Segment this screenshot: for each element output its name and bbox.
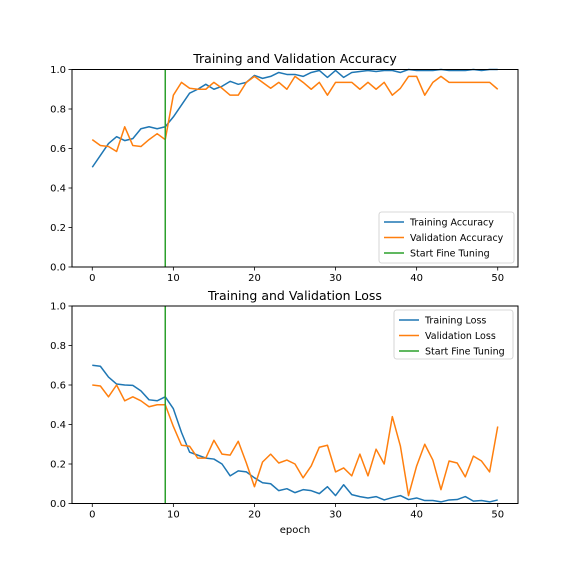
y-tick-label: 0.4 xyxy=(50,420,66,431)
x-tick-label: 50 xyxy=(491,510,504,521)
x-tick-label: 30 xyxy=(329,273,342,284)
series-line-validation-loss xyxy=(92,384,499,497)
x-tick-label: 20 xyxy=(248,510,261,521)
legend: Training Accuracy Validation Accuracy Star… xyxy=(378,211,515,264)
x-tick-label: 0 xyxy=(89,510,95,521)
x-tick-label: 30 xyxy=(329,510,342,521)
series-line-validation-accuracy xyxy=(91,75,499,153)
legend-label-validation-accuracy: Validation Accuracy xyxy=(410,233,504,244)
y-tick-label: 1.0 xyxy=(50,302,66,313)
legend-label-start-fine-tuning: Start Fine Tuning xyxy=(425,347,505,358)
legend-box xyxy=(393,309,514,360)
y-tick-label: 1.0 xyxy=(50,65,66,76)
y-tick-label: 0.2 xyxy=(50,460,66,471)
legend-label-validation-loss: Validation Loss xyxy=(425,331,496,342)
series-line-training-loss xyxy=(92,364,498,503)
x-tick-label: 40 xyxy=(410,510,423,521)
y-tick-label: 0.6 xyxy=(50,144,66,155)
chart-title: Training and Validation Loss xyxy=(207,288,382,303)
series-line-training-accuracy xyxy=(91,68,498,168)
x-tick-label: 10 xyxy=(167,510,180,521)
x-tick-label: 50 xyxy=(491,273,504,284)
loss-chart: Training and Validation Loss 0 10 20 30 40 50… xyxy=(50,288,519,536)
x-tick-label: 40 xyxy=(410,273,423,284)
y-tick-label: 0.2 xyxy=(50,223,66,234)
legend-label-training-loss: Training Loss xyxy=(424,316,486,327)
y-tick-label: 0.8 xyxy=(50,105,66,116)
accuracy-plot-area xyxy=(91,68,499,267)
x-tick-label: 20 xyxy=(248,273,261,284)
axes-frame xyxy=(71,69,519,268)
y-tick-label: 0.0 xyxy=(50,263,66,274)
legend: Training Loss Validation Loss Start Fine T… xyxy=(393,309,514,360)
legend-label-training-accuracy: Training Accuracy xyxy=(409,218,494,229)
y-tick-label: 0.4 xyxy=(50,184,66,195)
axes-frame xyxy=(71,305,519,504)
accuracy-chart: Training and Validation Accuracy 0 10 20 30… xyxy=(50,51,519,284)
x-tick-label: 0 xyxy=(89,273,95,284)
loss-axis-ticks: 0 10 20 30 40 50 0.0 0.2 0.4 0.6 0.8 1.0 xyxy=(50,302,504,521)
x-axis-label: epoch xyxy=(280,525,310,536)
y-tick-label: 0.8 xyxy=(50,341,66,352)
loss-plot-area xyxy=(92,306,499,504)
chart-title: Training and Validation Accuracy xyxy=(192,51,397,66)
accuracy-axis-ticks: 0 10 20 30 40 50 0.0 0.2 0.4 0.6 0.8 1.0 xyxy=(50,65,504,284)
y-tick-label: 0.6 xyxy=(50,381,66,392)
legend-label-start-fine-tuning: Start Fine Tuning xyxy=(410,249,490,260)
legend-box xyxy=(378,211,515,264)
x-tick-label: 10 xyxy=(167,273,180,284)
y-tick-label: 0.0 xyxy=(50,499,66,510)
